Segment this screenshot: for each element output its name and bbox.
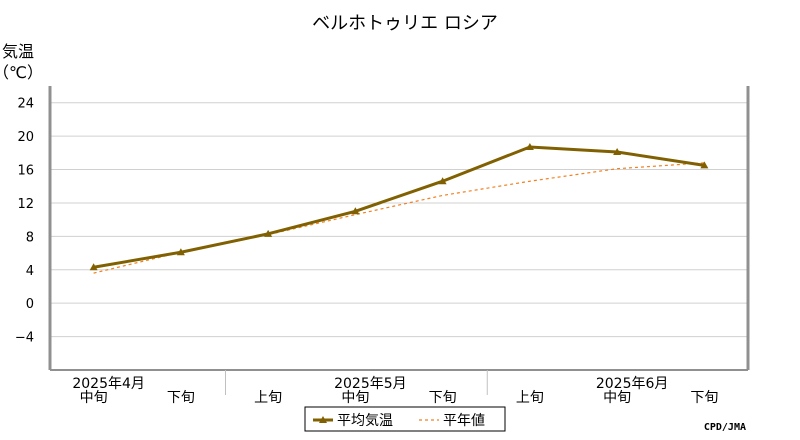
data-point-avg: [351, 207, 360, 215]
legend-box: [304, 406, 506, 432]
y-tick-label: −4: [15, 331, 34, 346]
legend: 平均気温 平年値: [304, 406, 506, 432]
x-tick-label: 中旬: [341, 390, 369, 406]
grid-lines: [50, 102, 748, 338]
x-tick-label: 上旬: [516, 390, 544, 406]
y-tick-label: 8: [26, 230, 34, 245]
series-line-avg: [93, 145, 705, 269]
month-label: 2025年5月: [334, 376, 407, 392]
y-tick-label: 20: [17, 130, 34, 145]
chart-title: ベルホトゥリエ ロシア: [312, 13, 498, 34]
y-axis-label: 気温: [2, 42, 34, 61]
y-tick-label: 12: [17, 197, 34, 212]
x-tick-label: 下旬: [429, 390, 457, 406]
credit: CPD/JMA: [704, 422, 746, 433]
data-point-avg: [700, 161, 709, 169]
x-tick-label: 下旬: [690, 390, 718, 406]
data-point-avg: [176, 248, 185, 256]
y-tick-label: 24: [17, 97, 34, 112]
y-tick-label: 0: [26, 297, 34, 312]
y-tick-label: 16: [17, 164, 34, 179]
y-tick-label: 4: [26, 264, 34, 279]
data-point-avg: [438, 177, 447, 185]
x-tick-label: 中旬: [603, 390, 631, 406]
month-label: 2025年4月: [72, 376, 145, 392]
data-point-avg: [89, 263, 98, 271]
plot-area: [50, 86, 748, 370]
y-axis-ticks: 24 20 16 12 8 4 0 −4: [15, 97, 34, 346]
y-axis-unit: （℃）: [0, 63, 43, 82]
legend-label-normal: 平年値: [443, 413, 485, 429]
legend-marker-avg: [319, 416, 327, 423]
x-tick-label: 下旬: [167, 390, 195, 406]
x-tick-label: 上旬: [254, 390, 282, 406]
plot-frame: [48, 86, 750, 371]
x-axis-labels: 中旬 下旬 上旬 中旬 下旬 上旬 中旬 下旬 2025年4月 2025年5月 2025年6月: [72, 370, 718, 406]
series-lines: [89, 142, 709, 274]
legend-label-avg: 平均気温: [337, 413, 393, 429]
month-label: 2025年6月: [596, 376, 669, 392]
data-point-avg: [264, 229, 273, 237]
data-point-avg: [525, 142, 534, 150]
data-point-avg: [613, 147, 622, 155]
x-tick-label: 中旬: [80, 390, 108, 406]
